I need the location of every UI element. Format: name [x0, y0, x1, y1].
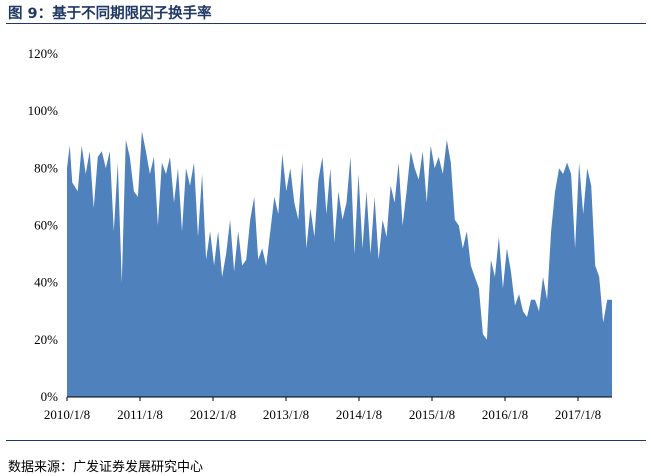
turnover-area-series — [67, 131, 612, 397]
data-source-note: 数据来源：广发证券发展研究中心 — [8, 460, 204, 475]
x-tick-label: 2013/1/8 — [263, 407, 309, 422]
plot-area — [67, 131, 612, 397]
y-tick-label: 40% — [34, 275, 58, 290]
y-axis: 0% 20% 40% 60% 80% 100% 120% — [28, 46, 59, 404]
x-tick-label: 2016/1/8 — [482, 407, 528, 422]
figure-title: 图 9：基于不同期限因子换手率 — [8, 6, 212, 22]
y-tick-label: 120% — [28, 46, 59, 61]
x-tick-label: 2010/1/8 — [44, 407, 90, 422]
x-tick-label: 2015/1/8 — [409, 407, 455, 422]
y-tick-label: 60% — [34, 218, 58, 233]
y-tick-label: 80% — [34, 160, 58, 175]
x-tick-label: 2011/1/8 — [117, 407, 163, 422]
source-rule — [6, 440, 646, 441]
x-tick-label: 2017/1/8 — [555, 407, 601, 422]
x-axis: 2010/1/8 2011/1/8 2012/1/8 2013/1/8 2014/1/8… — [44, 396, 612, 422]
y-tick-label: 20% — [34, 332, 58, 347]
title-rule — [6, 23, 646, 24]
x-tick-label: 2012/1/8 — [190, 407, 236, 422]
y-tick-label: 100% — [28, 103, 59, 118]
y-tick-label: 0% — [41, 389, 59, 404]
x-tick-label: 2014/1/8 — [336, 407, 382, 422]
